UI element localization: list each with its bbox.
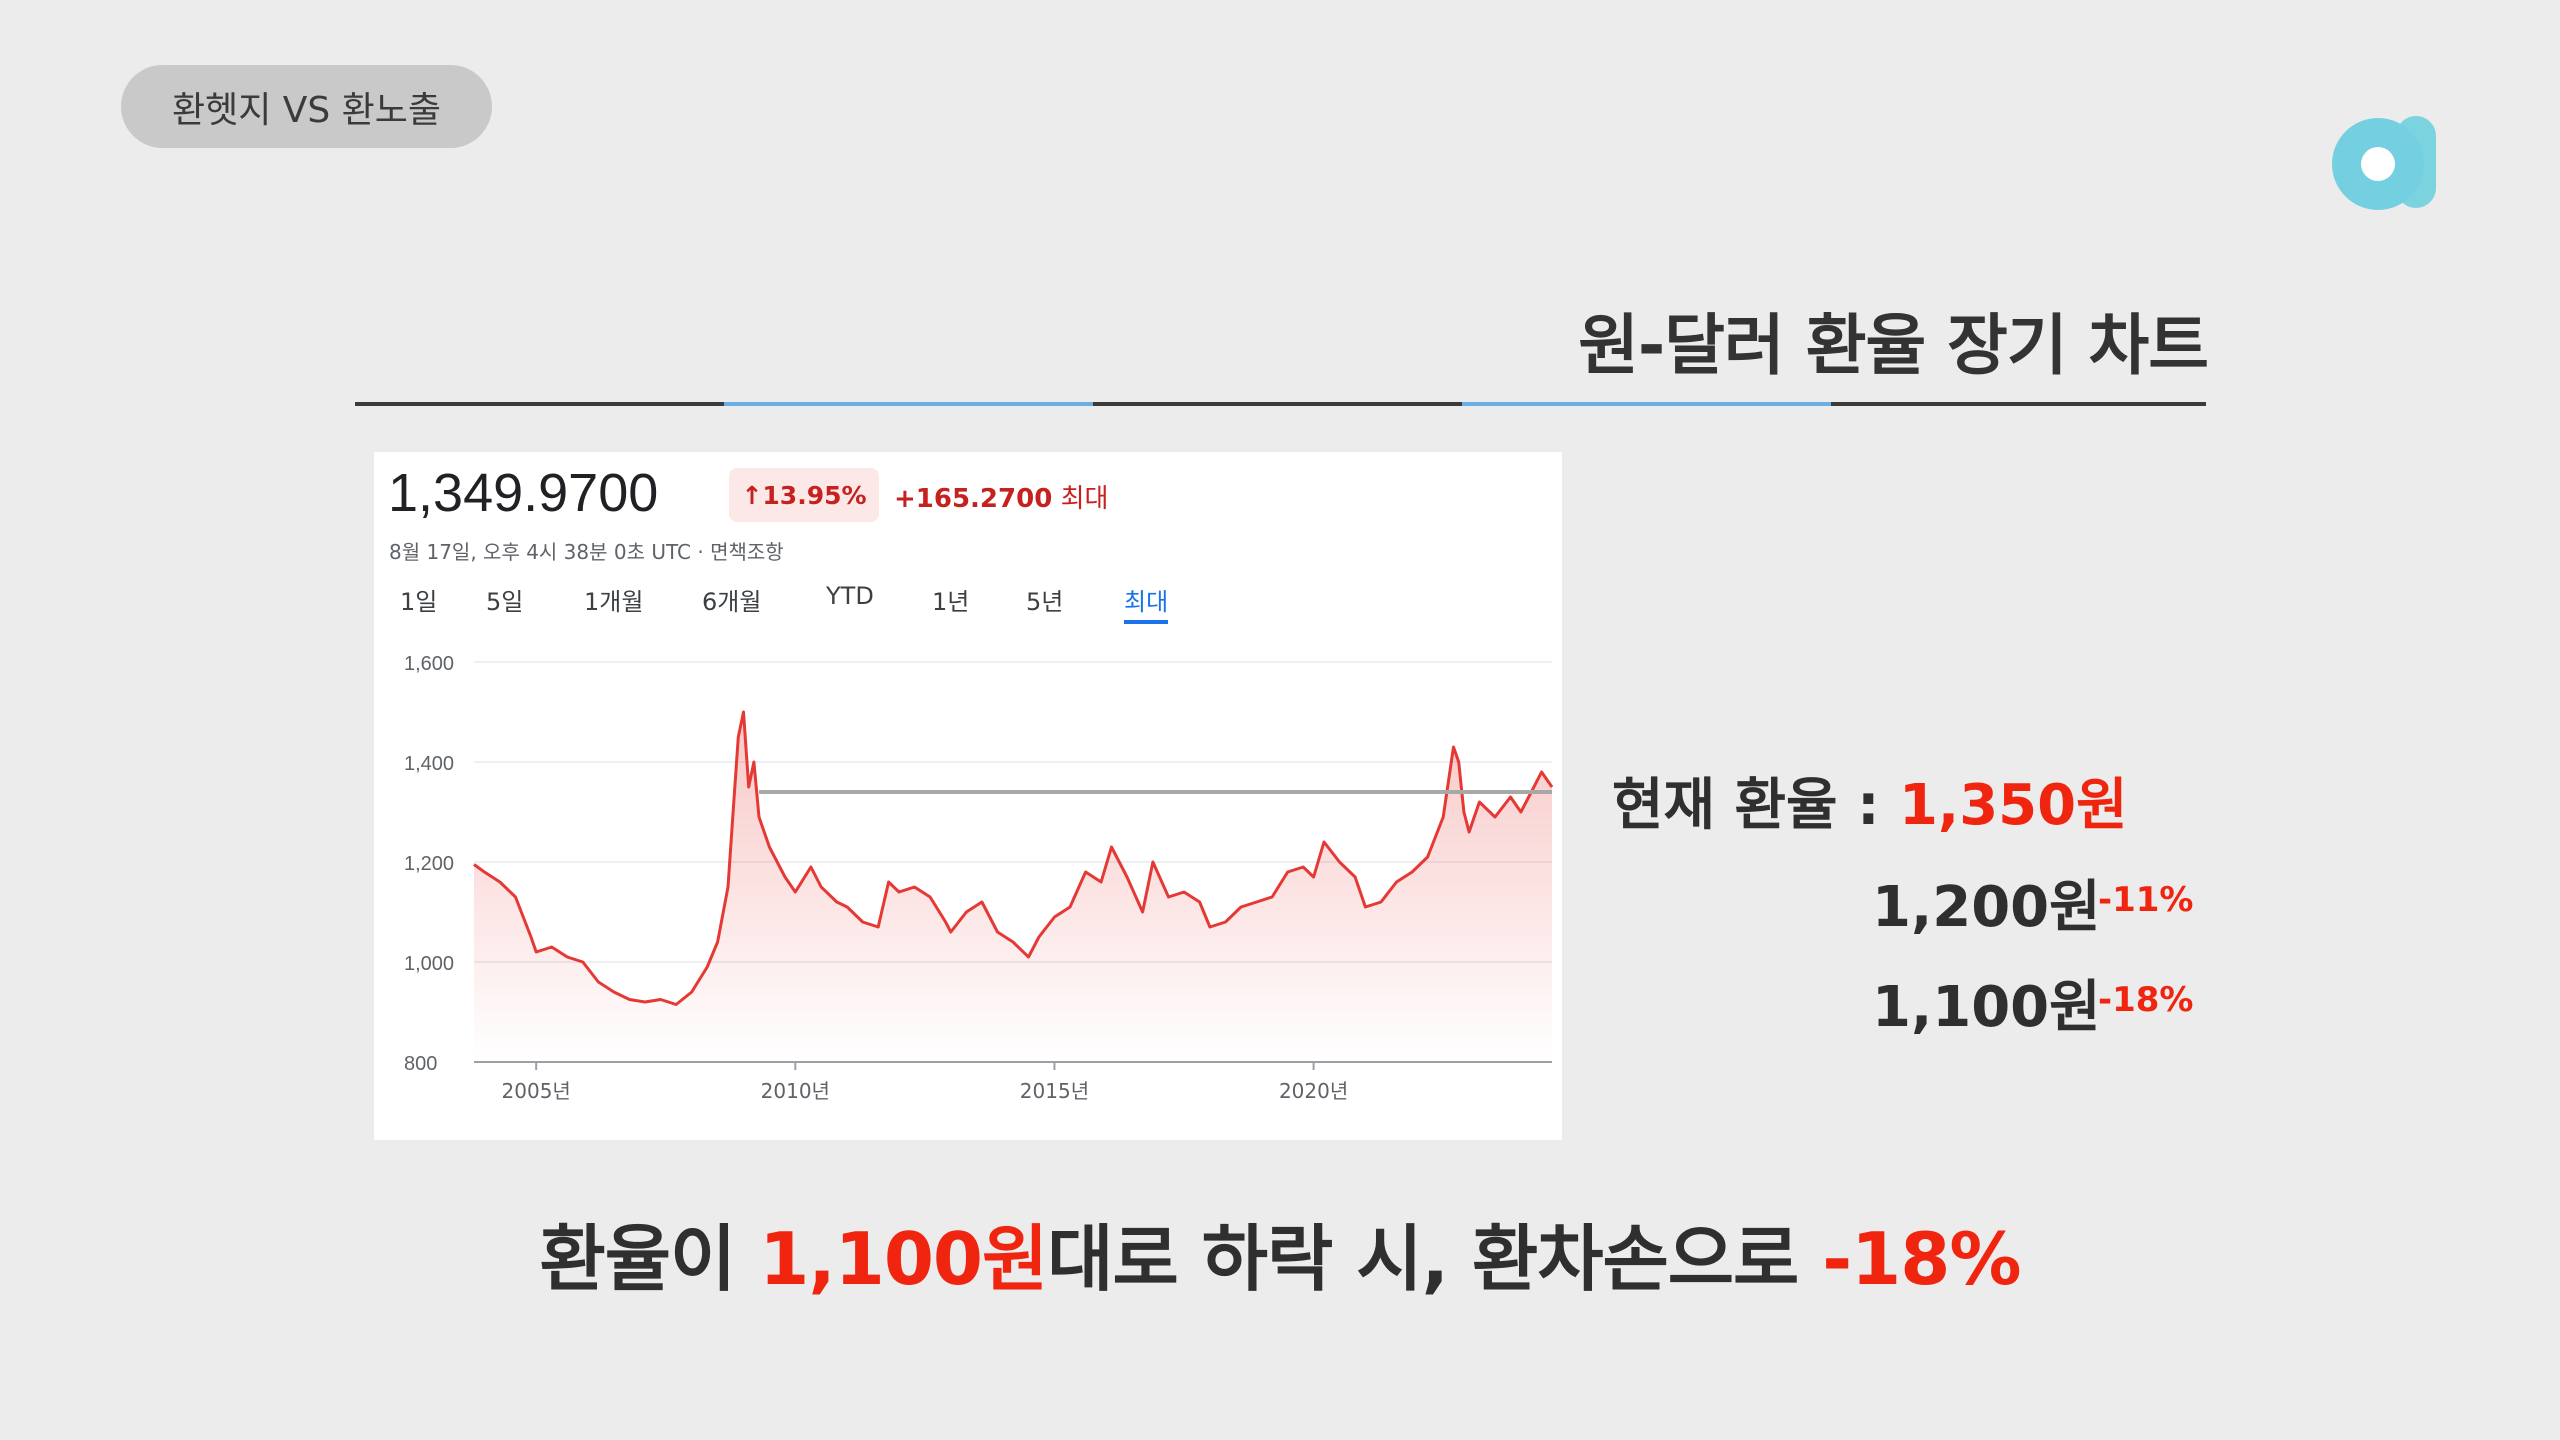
conclusion-highlight-loss: -18% (1822, 1217, 2021, 1301)
tab-1m[interactable]: 1개월 (584, 588, 644, 616)
change-absolute: +165.2700 최대 (894, 478, 1108, 515)
x-tick-label: 2020년 (1279, 1079, 1348, 1103)
y-tick-label: 1,200 (404, 853, 454, 875)
y-tick-label: 1,000 (404, 953, 454, 975)
exchange-rate-chart: 800 1,000 1,200 1,400 1,600 2005년 2010년 2015년 20… (404, 653, 1554, 1103)
title-divider-segment (1093, 402, 1462, 406)
level-1100-value: 1,100원 (1872, 975, 2101, 1040)
level-1200-pct: -11% (2098, 880, 2194, 920)
conclusion-highlight-rate: 1,100원 (759, 1217, 1048, 1301)
x-tick-label: 2005년 (502, 1079, 571, 1103)
level-1100-pct: -18% (2098, 980, 2194, 1020)
title-divider-segment (355, 402, 724, 406)
quote-timestamp: 8월 17일, 오후 4시 38분 0초 UTC · 면책조항 (389, 540, 784, 564)
level-1200-value: 1,200원 (1872, 875, 2101, 940)
tab-5d[interactable]: 5일 (486, 588, 524, 616)
tab-1d[interactable]: 1일 (400, 588, 438, 616)
conclusion-text: 환율이 1,100원대로 하락 시, 환차손으로 -18% (0, 1200, 2560, 1305)
tab-max[interactable]: 최대 (1124, 582, 1169, 624)
series-line (473, 710, 1554, 1006)
title-divider-segment (724, 402, 1093, 406)
x-tick-label: 2010년 (761, 1079, 830, 1103)
x-tick-label: 2015년 (1020, 1079, 1089, 1103)
current-price: 1,349.9700 (388, 463, 659, 523)
current-rate-label: 현재 환율 : (1612, 773, 1899, 838)
title-divider-segment (1462, 402, 1831, 406)
section-tag: 환헷지 VS 환노출 (121, 65, 492, 148)
brand-logo-icon (2332, 116, 2436, 210)
tab-1y[interactable]: 1년 (932, 588, 970, 616)
conclusion-part2: 대로 하락 시, 환차손으로 (1047, 1217, 1823, 1301)
y-tick-label: 800 (404, 1053, 437, 1075)
current-rate-value: 1,350원 (1898, 773, 2128, 838)
y-tick-label: 1,400 (404, 753, 454, 775)
conclusion-part1: 환율이 (539, 1217, 760, 1301)
exchange-rate-chart-card: 1,349.9700 ↑13.95% +165.2700 최대 8월 17일, … (374, 452, 1562, 1140)
tab-5y[interactable]: 5년 (1026, 588, 1064, 616)
section-tag-label: 환헷지 VS 환노출 (171, 89, 442, 131)
tab-6m[interactable]: 6개월 (702, 588, 762, 616)
y-tick-label: 1,600 (404, 653, 454, 675)
change-percent-badge: ↑13.95% (729, 468, 879, 522)
current-rate-line: 현재 환율 : 1,350원 (1612, 760, 2128, 841)
tab-ytd[interactable]: YTD (826, 582, 874, 610)
change-absolute-value: +165.2700 (894, 484, 1053, 514)
slide-title: 원-달러 환율 장기 차트 (1578, 307, 2209, 384)
series-area (474, 712, 1552, 1062)
title-divider-segment (1831, 402, 2206, 406)
change-period-label: 최대 (1060, 484, 1109, 514)
